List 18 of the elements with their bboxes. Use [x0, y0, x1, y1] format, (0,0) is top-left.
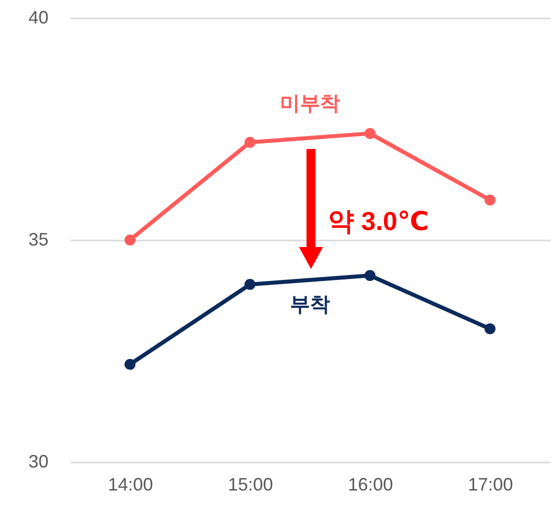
point — [484, 194, 496, 206]
x-tick-label: 16:00 — [348, 474, 394, 494]
annotation: 약 3.0℃ — [328, 206, 429, 236]
x-tick-label: 17:00 — [468, 474, 514, 494]
point — [244, 136, 256, 148]
series-label: 미부착 — [280, 93, 340, 115]
y-tick-label: 30 — [28, 452, 48, 472]
point — [124, 234, 136, 246]
y-tick-label: 40 — [28, 8, 48, 28]
point — [244, 278, 256, 290]
x-tick-label: 14:00 — [108, 474, 154, 494]
y-tick-label: 35 — [28, 230, 48, 250]
point — [124, 358, 136, 370]
point — [364, 128, 376, 139]
point — [364, 270, 376, 281]
x-tick-label: 15:00 — [228, 474, 274, 494]
point — [484, 323, 496, 334]
series-label: 부착 — [290, 294, 330, 316]
